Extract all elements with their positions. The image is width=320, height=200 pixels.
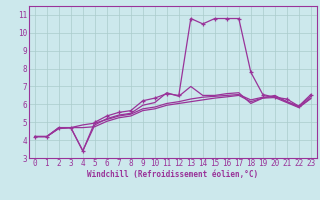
X-axis label: Windchill (Refroidissement éolien,°C): Windchill (Refroidissement éolien,°C) [87, 170, 258, 179]
